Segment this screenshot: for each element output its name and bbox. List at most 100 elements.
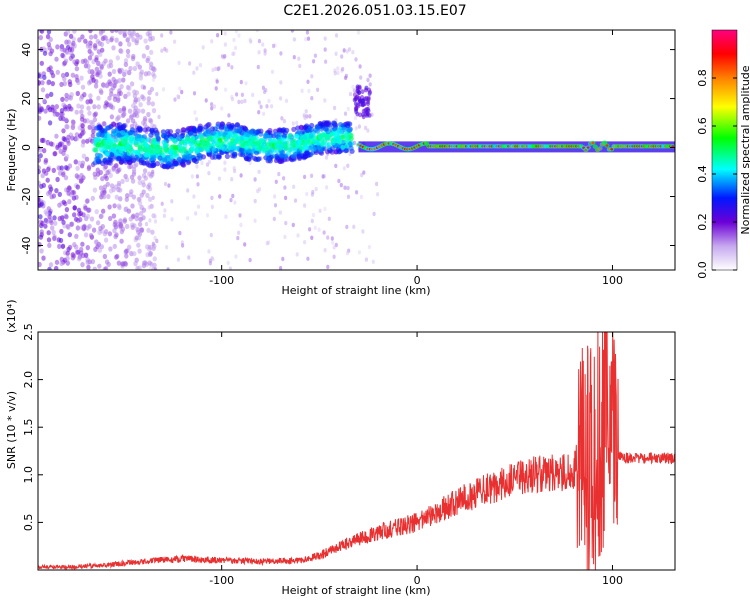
spectrogram-cell	[56, 165, 61, 171]
spectrogram-cell	[307, 88, 311, 94]
spectrogram-cell	[210, 39, 214, 44]
spectrogram-cell	[195, 164, 199, 169]
spectrogram-cell	[205, 129, 211, 135]
spectrogram-cell	[188, 148, 194, 154]
spectrogram-cell	[118, 108, 123, 114]
colorbar: 0.0 0.2 0.4 0.6 0.8 Normalized spectral ampl…	[696, 29, 750, 279]
spectrogram-cell	[329, 146, 336, 152]
spectrogram-cell	[334, 163, 338, 169]
spectrogram-cell	[161, 87, 166, 92]
spectrogram-cell	[96, 104, 101, 110]
spectrogram-cell	[148, 118, 154, 124]
spectrogram-cell	[305, 191, 309, 197]
spectrogram-cell	[55, 176, 60, 183]
spectrogram-cell	[262, 141, 267, 147]
spectrogram-cell	[362, 170, 366, 175]
spectrogram-cell	[60, 52, 65, 59]
spectrogram-cell	[136, 196, 141, 202]
spectrogram-cell	[79, 75, 84, 81]
spectrogram-cell	[105, 181, 111, 187]
spectrogram-cell	[54, 188, 59, 194]
spectrogram-cell	[230, 65, 234, 70]
spectrogram-cell	[341, 67, 345, 72]
spectrogram-cell	[162, 157, 168, 163]
spectrogram-cell	[346, 185, 350, 191]
snr-point	[65, 567, 66, 568]
spectrogram-cell	[95, 220, 101, 226]
spectrogram-cell	[327, 216, 331, 221]
spectrogram-cell	[192, 131, 198, 137]
spectrogram-cell	[368, 73, 372, 78]
spectrogram-cell	[74, 233, 79, 239]
spectrogram-cell	[201, 45, 205, 50]
snr-point	[573, 472, 574, 473]
spectrogram-cell	[112, 243, 118, 249]
spectrogram-cell	[74, 216, 79, 222]
spectrogram-cell	[57, 202, 62, 208]
spectrogram-xlabel: Height of straight line (km)	[281, 284, 430, 297]
spectrogram-cell	[74, 136, 80, 142]
spectrogram-cell	[192, 70, 196, 75]
spectrogram-cell	[69, 50, 74, 57]
spectrogram-cell	[610, 148, 614, 151]
spectrogram-cell	[108, 172, 113, 179]
spectrogram-cell	[43, 157, 49, 163]
spectrogram-cell	[142, 168, 148, 174]
spectrogram-cell	[124, 196, 129, 202]
spectrogram-cell	[142, 122, 148, 128]
spectrogram-cell	[277, 171, 281, 177]
spectrogram-cell	[230, 177, 234, 182]
spectrogram-cell	[111, 213, 117, 219]
spectrogram-cell	[114, 194, 120, 200]
snr-point	[221, 560, 222, 561]
spectrogram-cell	[40, 87, 46, 93]
spectrogram-cell	[149, 149, 155, 155]
spectrogram-cell	[308, 114, 312, 119]
spectrogram-cell	[303, 174, 307, 180]
spectrogram-cell	[44, 218, 50, 224]
spectrogram-cell	[180, 162, 186, 168]
colorbar-tick-label: 0.0	[696, 261, 709, 279]
spectrogram-cell	[323, 36, 327, 41]
spectrogram-cell	[54, 133, 59, 139]
spectrogram-cell	[65, 255, 70, 261]
spectrogram-cell	[137, 179, 142, 186]
spectrogram-cell	[100, 176, 105, 182]
spectrogram-cell	[48, 51, 53, 57]
spectrogram-cell	[207, 249, 211, 254]
spectrogram-cell	[212, 104, 216, 109]
spectrogram-cell	[155, 147, 161, 153]
spectrogram-cell	[170, 217, 174, 222]
spectrogram-cell	[177, 136, 183, 142]
spectrogram-cell	[232, 37, 236, 43]
spectrogram-cell	[87, 55, 93, 61]
spectrogram-cell	[146, 96, 151, 102]
spectrogram-cell	[281, 137, 286, 143]
spectrogram-cell	[337, 178, 341, 184]
spectrogram-cell	[277, 158, 283, 164]
spectrogram-cell	[65, 44, 71, 50]
spectrogram-cell	[304, 145, 309, 151]
spectrogram-cell	[150, 154, 157, 160]
spectrogram-cell	[211, 139, 216, 145]
spectrogram-cell	[263, 51, 267, 56]
spectrogram-cell	[154, 132, 160, 138]
spectrogram-cell	[118, 41, 123, 47]
spectrogram-cell	[74, 109, 79, 115]
spectrogram-cell	[318, 208, 322, 213]
spectrogram-cell	[176, 94, 180, 99]
spectrogram-cell	[294, 133, 300, 139]
spectrogram-cell	[64, 71, 70, 78]
spectrogram-cell	[227, 113, 231, 118]
spectrogram-cell	[274, 179, 278, 184]
spectrogram-cell	[267, 240, 271, 245]
spectrogram-cell	[199, 135, 204, 140]
spectrogram-cell	[80, 262, 85, 268]
spectrogram-cell	[371, 259, 375, 264]
spectrogram-cell	[149, 128, 155, 134]
spectrogram-cell	[344, 135, 350, 141]
spectrogram-cell	[38, 214, 43, 220]
snr-point	[553, 472, 554, 473]
spectrogram-cell	[323, 98, 327, 103]
spectrogram-cell	[51, 229, 56, 235]
